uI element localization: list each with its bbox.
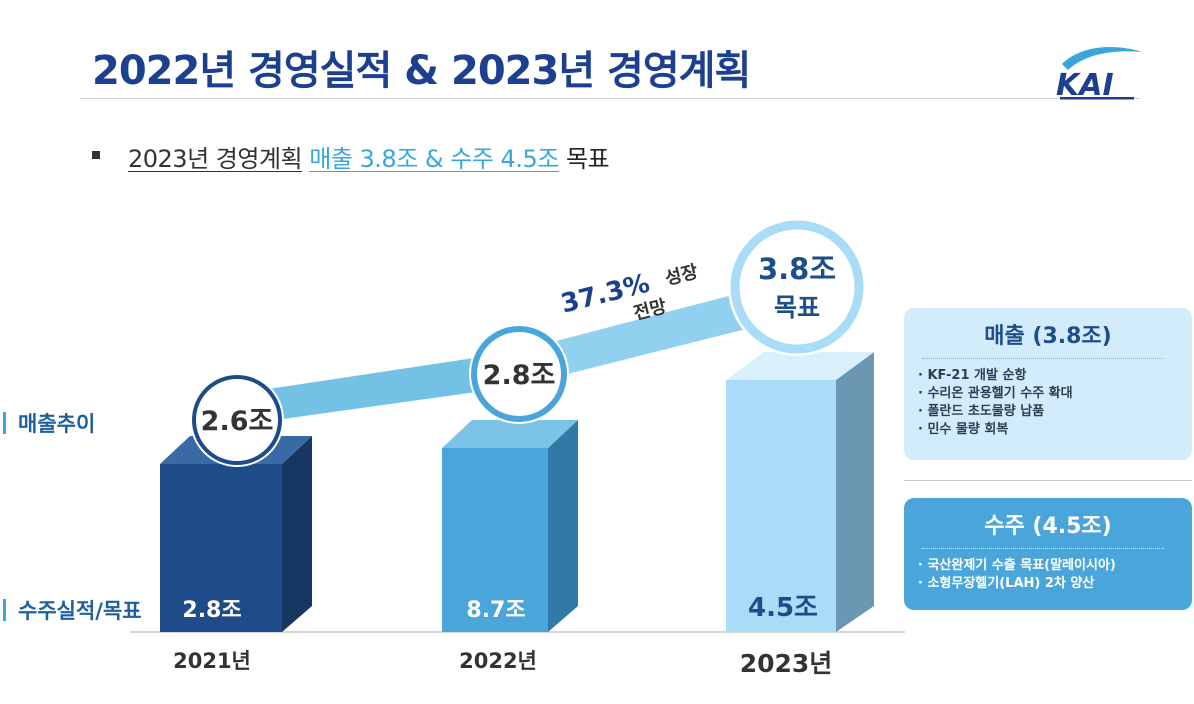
sales-panel-item: 폴란드 초도물량 납품	[918, 403, 1192, 421]
orders-panel-item: 국산완제기 수출 목표(말레이시아)	[918, 557, 1192, 575]
sales-label-2021: 2.6조	[201, 406, 274, 437]
orders-panel: 수주 (4.5조) 국산완제기 수출 목표(말레이시아) 소형무장헬기(LAH)…	[904, 498, 1192, 610]
orders-panel-title: 수주 (4.5조)	[984, 514, 1112, 539]
bar-2021-front	[160, 464, 282, 632]
bar-2021-side	[282, 436, 312, 632]
title-divider	[80, 98, 1140, 99]
logo-swoosh	[1062, 47, 1142, 70]
orders-panel-item: 소형무장헬기(LAH) 2차 양산	[918, 575, 1192, 593]
sales-point-2021: 2.6조	[190, 373, 284, 467]
orders-panel-divider	[922, 548, 1164, 549]
panel-divider	[904, 480, 1192, 481]
category-2021: 2021년	[173, 649, 251, 673]
sales-panel-title: 매출 (3.8조)	[984, 324, 1112, 349]
orders-label: 수주실적/목표	[0, 595, 142, 625]
growth-label-1: 성장	[663, 261, 701, 289]
sales-point-2023: 3.8조 목표	[728, 218, 866, 356]
order-value-2023: 4.5조	[748, 593, 818, 623]
category-2023: 2023년	[740, 649, 833, 678]
bar-2022-top	[442, 420, 578, 448]
sales-point-2022: 2.8조	[469, 324, 569, 424]
sales-trend-label: 매출추이	[0, 408, 95, 438]
sales-panel-item: 민수 물량 회복	[918, 421, 1192, 439]
subtitle-part-1: 2023년 경영계획	[128, 145, 303, 173]
sales-panel-item: 수리온 관용헬기 수주 확대	[918, 385, 1192, 403]
kai-logo: KAI	[1056, 47, 1142, 100]
subtitle: 2023년 경영계획 매출 3.8조 & 수주 4.5조 목표	[128, 139, 610, 174]
logo-text: KAI	[1056, 68, 1114, 100]
subtitle-part-2: 매출 3.8조 & 수주 4.5조	[309, 145, 559, 173]
sales-panel-divider	[922, 358, 1164, 359]
order-value-2022: 8.7조	[466, 598, 525, 623]
bar-2023-side	[836, 352, 874, 632]
sales-label-2023-target: 목표	[774, 293, 820, 322]
category-2022: 2022년	[459, 649, 537, 673]
page-title: 2022년 경영실적 & 2023년 경영계획	[92, 48, 751, 94]
bar-2023-front	[726, 380, 836, 632]
growth-trend-band-2	[514, 282, 790, 386]
order-value-2021: 2.8조	[182, 598, 241, 623]
bar-2023	[726, 352, 874, 632]
bar-2021	[160, 436, 312, 632]
sales-panel-item: KF-21 개발 순항	[918, 367, 1192, 385]
sales-panel: 매출 (3.8조) KF-21 개발 순항 수리온 관용헬기 수주 확대 폴란드…	[904, 308, 1192, 460]
sales-label-2022: 2.8조	[483, 360, 556, 391]
logo-underline	[1060, 97, 1134, 100]
bar-2023-top	[726, 352, 874, 380]
growth-trend-band	[222, 352, 520, 426]
subtitle-part-3: 목표	[565, 145, 610, 173]
bar-2022	[442, 420, 578, 632]
bar-2022-front	[442, 448, 548, 632]
bar-2022-side	[548, 420, 578, 632]
bullet-icon	[92, 151, 100, 159]
sales-label-2023: 3.8조	[758, 252, 836, 286]
